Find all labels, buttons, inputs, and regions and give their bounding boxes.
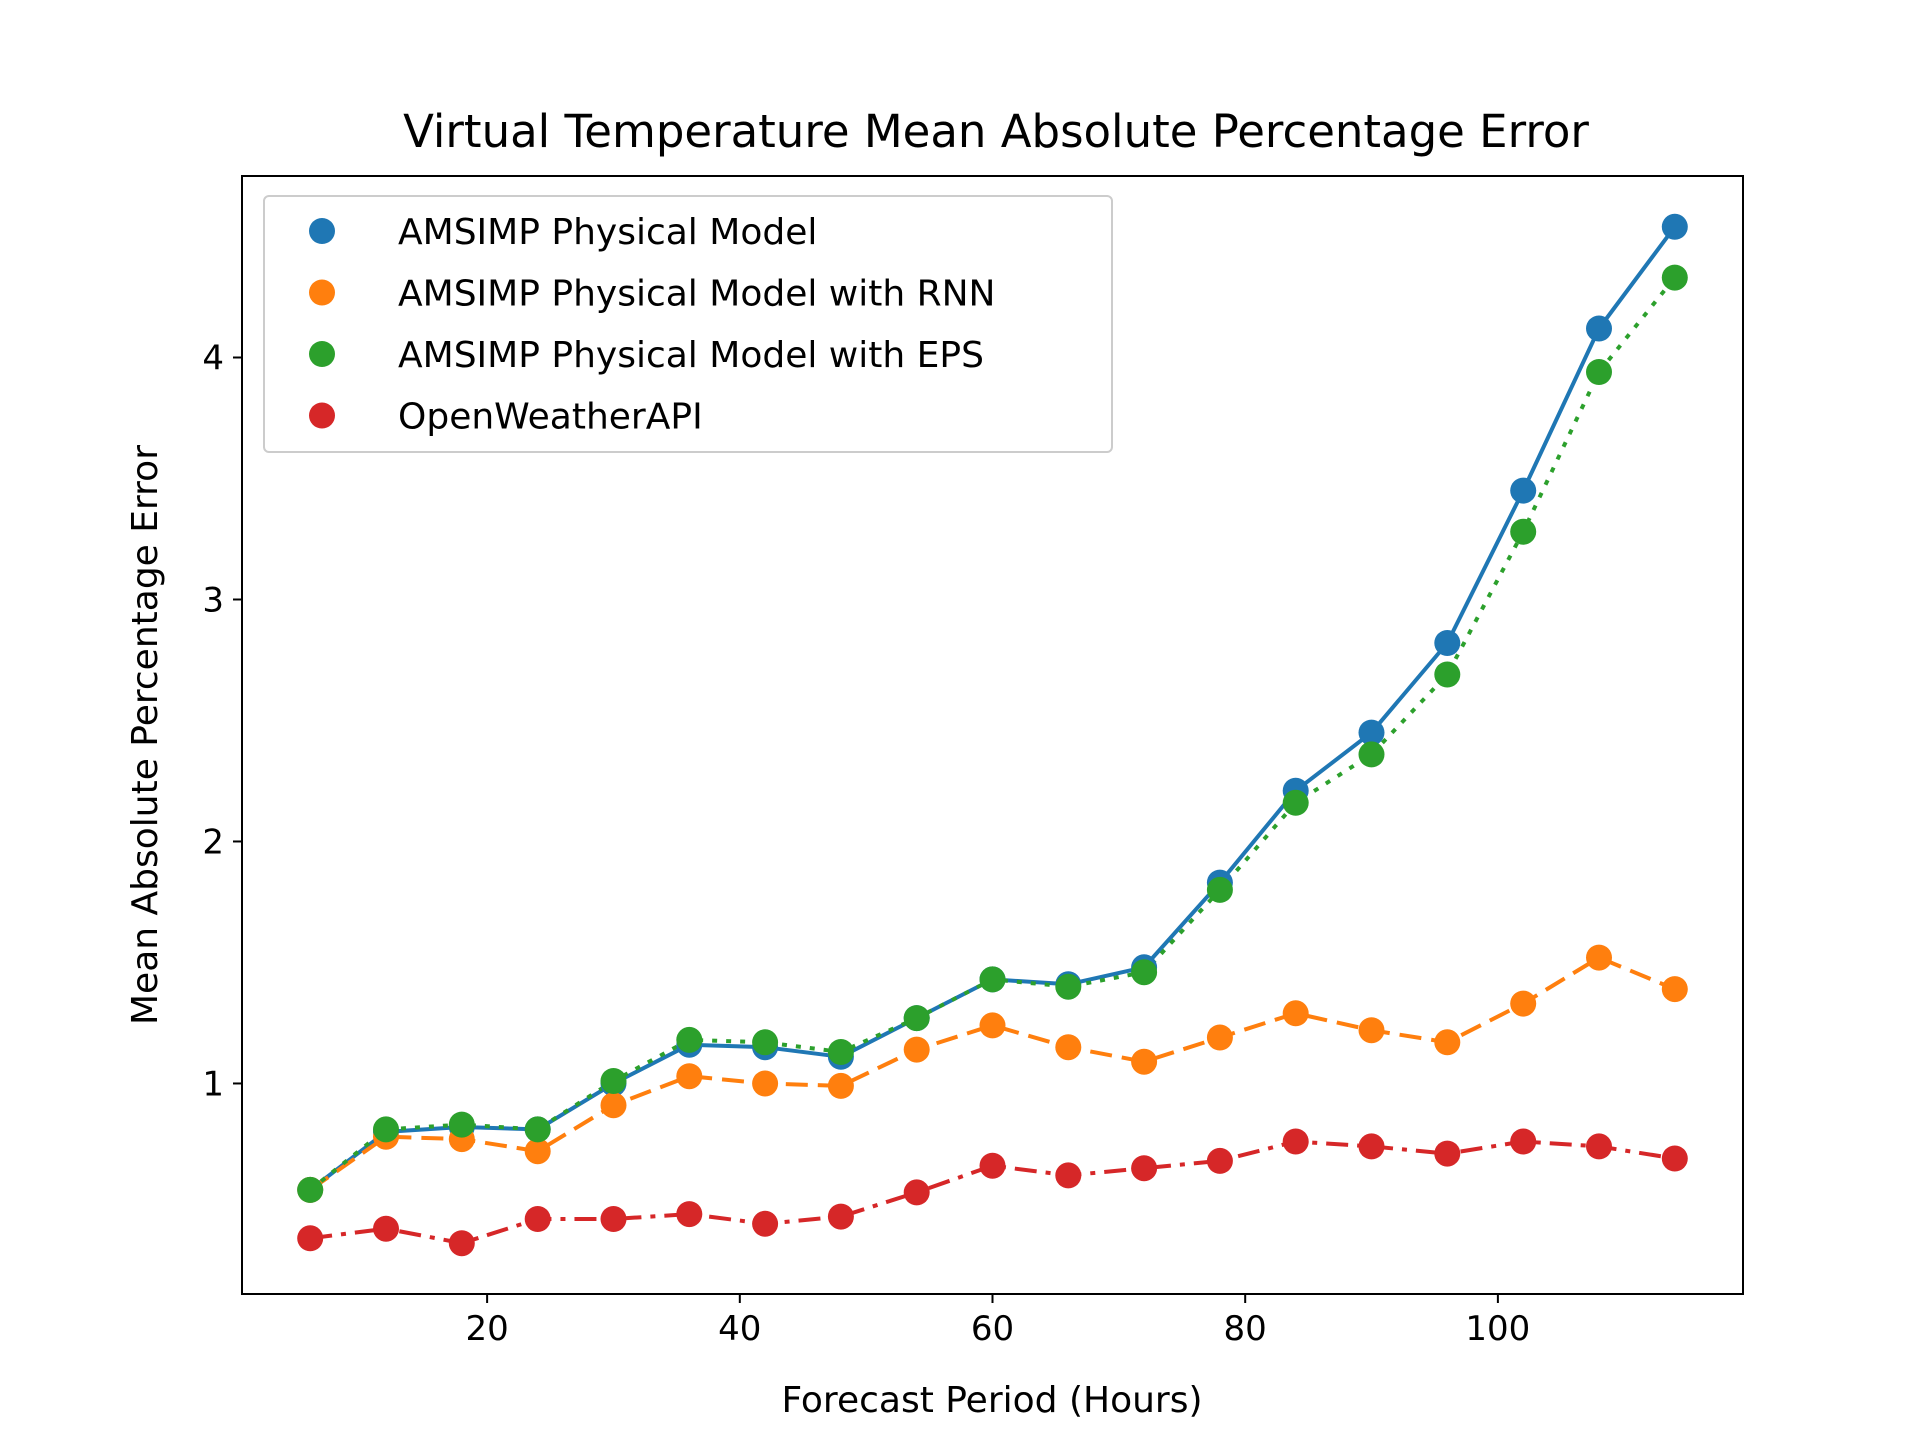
- legend: AMSIMP Physical Model AMSIMP Physical Mod…: [263, 195, 1113, 453]
- data-point-2-17: [1586, 359, 1612, 385]
- data-point-1-5: [676, 1063, 703, 1090]
- axes: 20 40 60 80 100 1 2 3 4: [202, 338, 1530, 1349]
- x-tick-label: 20: [465, 1309, 508, 1349]
- data-point-1-7: [827, 1072, 854, 1099]
- data-point-1-18: [1661, 976, 1688, 1003]
- chart-title: Virtual Temperature Mean Absolute Percen…: [403, 105, 1589, 158]
- legend-label-0: AMSIMP Physical Model: [398, 212, 817, 253]
- x-tick-label: 40: [718, 1309, 761, 1349]
- data-point-3-14: [1358, 1133, 1385, 1160]
- data-point-3-15: [1434, 1140, 1461, 1167]
- data-point-2-2: [448, 1111, 475, 1138]
- data-point-3-11: [1131, 1155, 1158, 1182]
- data-point-2-11: [1131, 959, 1158, 986]
- data-point-2-3: [524, 1116, 551, 1143]
- legend-marker-0: [309, 218, 335, 244]
- data-point-1-9: [979, 1012, 1006, 1039]
- data-point-0-18: [1661, 213, 1688, 240]
- y-tick-label: 4: [202, 338, 224, 378]
- legend-label-1: AMSIMP Physical Model with RNN: [398, 274, 995, 315]
- data-point-3-10: [1055, 1162, 1082, 1189]
- data-point-3-5: [676, 1201, 703, 1228]
- data-point-3-7: [827, 1203, 854, 1230]
- data-point-3-18: [1661, 1145, 1688, 1172]
- data-point-2-14: [1358, 741, 1385, 768]
- data-point-0-14: [1358, 719, 1385, 746]
- y-tick-label: 2: [202, 822, 224, 862]
- data-point-2-15: [1434, 661, 1461, 688]
- data-point-3-16: [1510, 1128, 1537, 1155]
- data-point-3-9: [979, 1152, 1006, 1179]
- data-point-2-13: [1282, 789, 1309, 816]
- data-point-1-10: [1055, 1034, 1082, 1061]
- data-point-1-13: [1282, 1000, 1309, 1027]
- y-axis-label: Mean Absolute Percentage Error: [125, 445, 166, 1025]
- legend-marker-1: [309, 279, 335, 306]
- data-point-2-4: [600, 1068, 627, 1094]
- plot-area: [297, 213, 1688, 1257]
- data-point-3-6: [752, 1210, 779, 1237]
- data-point-1-15: [1434, 1029, 1461, 1056]
- legend-label-2: AMSIMP Physical Model with EPS: [398, 335, 984, 376]
- legend-marker-2: [309, 341, 335, 367]
- data-point-1-11: [1131, 1048, 1158, 1075]
- data-point-3-17: [1586, 1133, 1612, 1160]
- legend-label-3: OpenWeatherAPI: [398, 397, 703, 438]
- data-point-2-10: [1055, 973, 1082, 1000]
- data-point-2-18: [1661, 264, 1688, 291]
- data-point-2-7: [827, 1039, 854, 1065]
- data-point-2-8: [903, 1005, 930, 1032]
- data-point-2-5: [676, 1026, 703, 1053]
- data-point-1-16: [1510, 990, 1537, 1017]
- data-point-1-14: [1358, 1017, 1385, 1044]
- x-tick-label: 80: [1224, 1309, 1267, 1349]
- x-axis-label: Forecast Period (Hours): [781, 1380, 1202, 1421]
- data-point-3-8: [903, 1179, 930, 1206]
- legend-marker-3: [309, 402, 335, 429]
- data-point-1-4: [600, 1092, 627, 1119]
- data-point-3-4: [600, 1206, 627, 1232]
- data-point-2-12: [1206, 876, 1233, 903]
- data-point-1-8: [903, 1036, 930, 1063]
- data-point-2-6: [752, 1029, 779, 1056]
- data-point-3-3: [524, 1206, 551, 1232]
- data-point-1-12: [1206, 1024, 1233, 1051]
- data-point-0-17: [1586, 315, 1612, 342]
- data-point-1-17: [1586, 944, 1612, 971]
- data-point-1-6: [752, 1070, 779, 1097]
- data-point-3-0: [297, 1225, 324, 1252]
- legend-box: [263, 195, 1113, 453]
- x-tick-label: 60: [971, 1309, 1014, 1349]
- data-point-2-1: [373, 1116, 399, 1143]
- x-tick-label: 100: [1465, 1309, 1530, 1349]
- y-tick-label: 1: [202, 1064, 224, 1104]
- data-point-0-15: [1434, 630, 1461, 656]
- data-point-2-0: [297, 1176, 324, 1203]
- data-point-3-2: [448, 1230, 475, 1257]
- data-point-2-16: [1510, 518, 1537, 545]
- data-point-3-1: [373, 1215, 399, 1242]
- data-point-0-16: [1510, 477, 1537, 504]
- data-point-1-3: [524, 1138, 551, 1165]
- data-point-2-9: [979, 966, 1006, 993]
- data-point-3-12: [1206, 1147, 1233, 1174]
- y-tick-label: 3: [202, 580, 224, 620]
- data-point-3-13: [1282, 1128, 1309, 1155]
